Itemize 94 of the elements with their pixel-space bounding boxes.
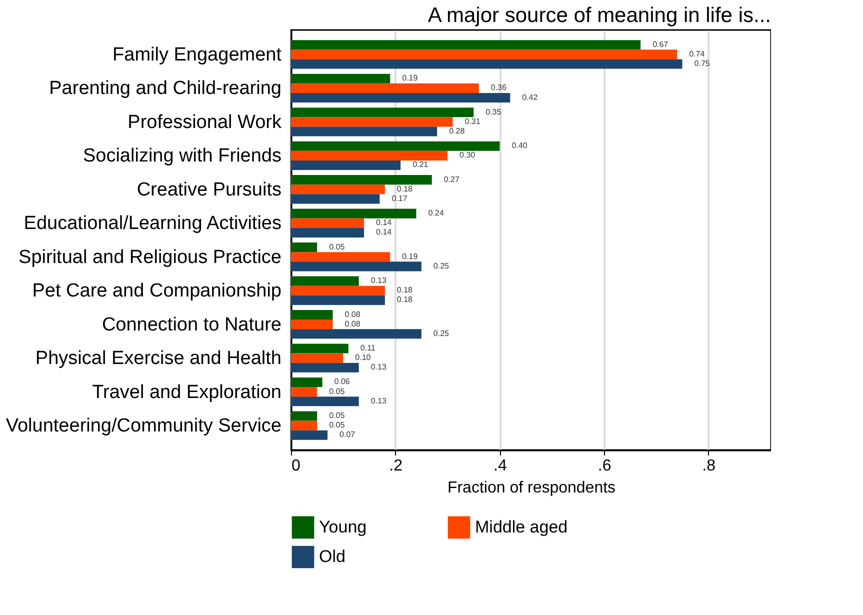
data-label: 0.13 — [370, 396, 387, 406]
y-tick-label: Socializing with Friends — [82, 146, 282, 167]
bar — [291, 108, 474, 118]
bar — [291, 387, 318, 397]
bar — [291, 184, 385, 194]
data-label: 0.05 — [329, 410, 346, 420]
x-tick-label: .8 — [702, 458, 716, 474]
bar — [291, 377, 322, 388]
data-label: 0.18 — [396, 184, 414, 194]
data-label: 0.18 — [396, 295, 414, 304]
data-label: 0.25 — [433, 328, 450, 338]
bar — [291, 117, 453, 127]
data-label: 0.14 — [376, 228, 392, 237]
x-tick-label: .4 — [494, 458, 507, 474]
bar — [291, 252, 390, 262]
y-tick-label: Educational/Learning Activities — [24, 213, 282, 234]
data-label: 0.06 — [334, 377, 350, 386]
data-label: 0.35 — [486, 107, 502, 116]
data-label: 0.11 — [360, 344, 376, 353]
data-label: 0.36 — [490, 83, 507, 92]
data-label: 0.19 — [402, 74, 418, 83]
bar — [291, 420, 318, 430]
y-tick-label: Spiritual and Religious Practice — [18, 246, 282, 268]
data-label: 0.30 — [460, 150, 476, 160]
bar — [291, 411, 318, 421]
data-label: 0.08 — [344, 310, 361, 319]
data-label: 0.08 — [344, 319, 361, 328]
x-tick-label: .6 — [598, 458, 612, 474]
data-label: 0.05 — [329, 386, 346, 396]
y-tick-label: Creative Pursuits — [136, 179, 282, 200]
data-label: 0.10 — [355, 353, 372, 362]
data-label: 0.75 — [694, 59, 710, 68]
bar — [291, 295, 385, 305]
bar — [291, 329, 422, 339]
y-tick-label: Connection to Nature — [102, 314, 282, 336]
legend-label: Young — [319, 517, 367, 536]
y-tick-label: Pet Care and Companionship — [32, 280, 282, 302]
bar — [291, 353, 344, 363]
bar — [291, 344, 348, 354]
data-label: 0.31 — [464, 116, 481, 126]
bar — [291, 286, 385, 296]
bar — [291, 208, 416, 218]
bar — [291, 141, 500, 151]
bar — [291, 242, 318, 252]
x-tick-label: .2 — [389, 458, 403, 474]
data-label: 0.18 — [396, 286, 414, 295]
y-tick-label: Physical Exercise and Health — [35, 348, 282, 370]
bar — [291, 150, 448, 160]
data-label: 0.19 — [402, 252, 418, 261]
bar — [291, 310, 333, 320]
bar — [291, 218, 364, 228]
bar — [291, 262, 422, 272]
chart-title: A major source of meaning in life is... — [428, 4, 771, 27]
legend-label: Old — [319, 547, 346, 566]
data-label: 0.17 — [392, 194, 408, 203]
bar — [291, 59, 682, 69]
y-tick-label: Volunteering/Community Service — [6, 416, 282, 437]
bar — [291, 92, 510, 103]
data-label: 0.74 — [689, 49, 706, 58]
data-label: 0.24 — [428, 208, 444, 218]
data-label: 0.67 — [652, 40, 669, 49]
bar — [291, 175, 432, 185]
data-label: 0.28 — [449, 126, 466, 136]
bar — [291, 126, 438, 136]
y-tick-label: Professional Work — [128, 112, 282, 133]
x-tick-label: 0 — [292, 458, 300, 474]
data-label: 0.07 — [340, 430, 356, 440]
data-label: 0.42 — [522, 92, 538, 102]
bar — [291, 160, 401, 170]
bar — [291, 50, 678, 60]
bar — [291, 276, 359, 286]
legend-label: Middle aged — [475, 517, 568, 536]
bar — [291, 320, 333, 330]
data-label: 0.27 — [444, 174, 460, 184]
data-label: 0.05 — [329, 242, 346, 252]
x-axis-title: Fraction of respondents — [447, 480, 616, 496]
y-tick-label: Family Engagement — [112, 44, 282, 66]
bar — [291, 194, 380, 204]
bar — [291, 74, 390, 84]
y-tick-label: Parenting and Child-rearing — [49, 78, 282, 100]
bar — [291, 430, 328, 440]
data-label: 0.13 — [370, 276, 387, 286]
data-label: 0.21 — [412, 160, 429, 170]
data-label: 0.40 — [512, 141, 528, 150]
data-label: 0.13 — [370, 362, 387, 372]
data-label: 0.25 — [433, 261, 450, 270]
bar — [291, 83, 479, 93]
bar — [291, 40, 641, 50]
y-tick-label: Travel and Exploration — [92, 382, 282, 403]
bar — [291, 396, 359, 406]
bar — [291, 362, 359, 372]
bar — [291, 228, 364, 238]
data-label: 0.05 — [329, 420, 346, 430]
data-label: 0.14 — [376, 218, 392, 228]
